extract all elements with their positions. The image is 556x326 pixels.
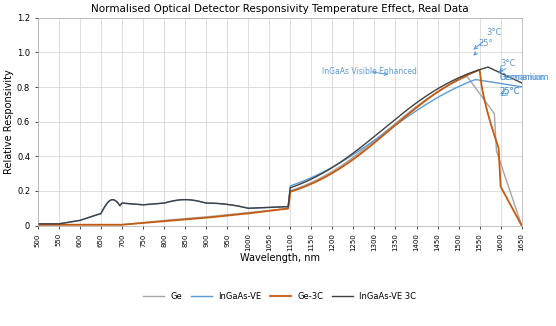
Text: InGaAs Visible Enhanced: InGaAs Visible Enhanced <box>322 67 416 76</box>
Line: Ge: Ge <box>38 76 522 226</box>
Ge-3C <box>47 223 54 227</box>
Line: Ge-3C: Ge-3C <box>38 70 522 226</box>
InGaAs-VE <box>518 85 525 89</box>
InGaAs-VE 3C <box>104 201 111 205</box>
Text: 3°C: 3°C <box>499 59 516 73</box>
Text: 25°C: 25°C <box>500 87 520 96</box>
Ge <box>34 223 41 227</box>
Text: 25°: 25° <box>474 39 493 55</box>
X-axis label: Wavelength, nm: Wavelength, nm <box>240 253 320 263</box>
Ge <box>518 224 525 228</box>
InGaAs-VE 3C <box>478 67 485 71</box>
Ge <box>464 74 470 78</box>
InGaAs-VE <box>502 82 508 86</box>
Ge-3C <box>497 185 504 189</box>
InGaAs-VE <box>497 82 504 85</box>
InGaAs-VE <box>47 222 54 226</box>
InGaAs-VE 3C <box>485 65 492 69</box>
InGaAs-VE 3C <box>497 71 504 75</box>
Text: 25°C: 25°C <box>500 87 520 96</box>
Legend: Ge, InGaAs-VE, Ge-3C, InGaAs-VE 3C: Ge, InGaAs-VE, Ge-3C, InGaAs-VE 3C <box>140 289 420 304</box>
Ge <box>497 161 504 165</box>
InGaAs-VE <box>472 78 479 82</box>
InGaAs-VE 3C <box>518 81 525 85</box>
Ge-3C <box>480 95 487 99</box>
Ge <box>104 223 111 227</box>
Ge-3C <box>518 224 525 228</box>
Text: 3°C: 3°C <box>474 28 502 49</box>
Ge-3C <box>476 68 483 72</box>
Ge <box>480 97 487 101</box>
Ge-3C <box>502 192 508 196</box>
InGaAs-VE 3C <box>502 73 508 77</box>
InGaAs-VE 3C <box>47 222 54 226</box>
Ge-3C <box>104 223 111 227</box>
InGaAs-VE <box>241 205 247 209</box>
Ge-3C <box>34 223 41 227</box>
InGaAs-VE 3C <box>241 205 247 209</box>
Line: InGaAs-VE 3C: InGaAs-VE 3C <box>38 67 522 224</box>
InGaAs-VE <box>34 222 41 226</box>
InGaAs-VE 3C <box>34 222 41 226</box>
Y-axis label: Relative Responsivity: Relative Responsivity <box>4 69 14 174</box>
Text: Germanium: Germanium <box>500 73 549 82</box>
InGaAs-VE <box>480 79 487 83</box>
Text: Germanium: Germanium <box>500 73 545 82</box>
Ge <box>241 211 247 215</box>
InGaAs-VE <box>104 201 111 205</box>
Ge-3C <box>241 212 247 216</box>
Line: InGaAs-VE: InGaAs-VE <box>38 80 522 224</box>
Title: Normalised Optical Detector Responsivity Temperature Effect, Real Data: Normalised Optical Detector Responsivity… <box>91 4 469 14</box>
Ge <box>47 223 54 227</box>
Ge <box>502 174 508 178</box>
